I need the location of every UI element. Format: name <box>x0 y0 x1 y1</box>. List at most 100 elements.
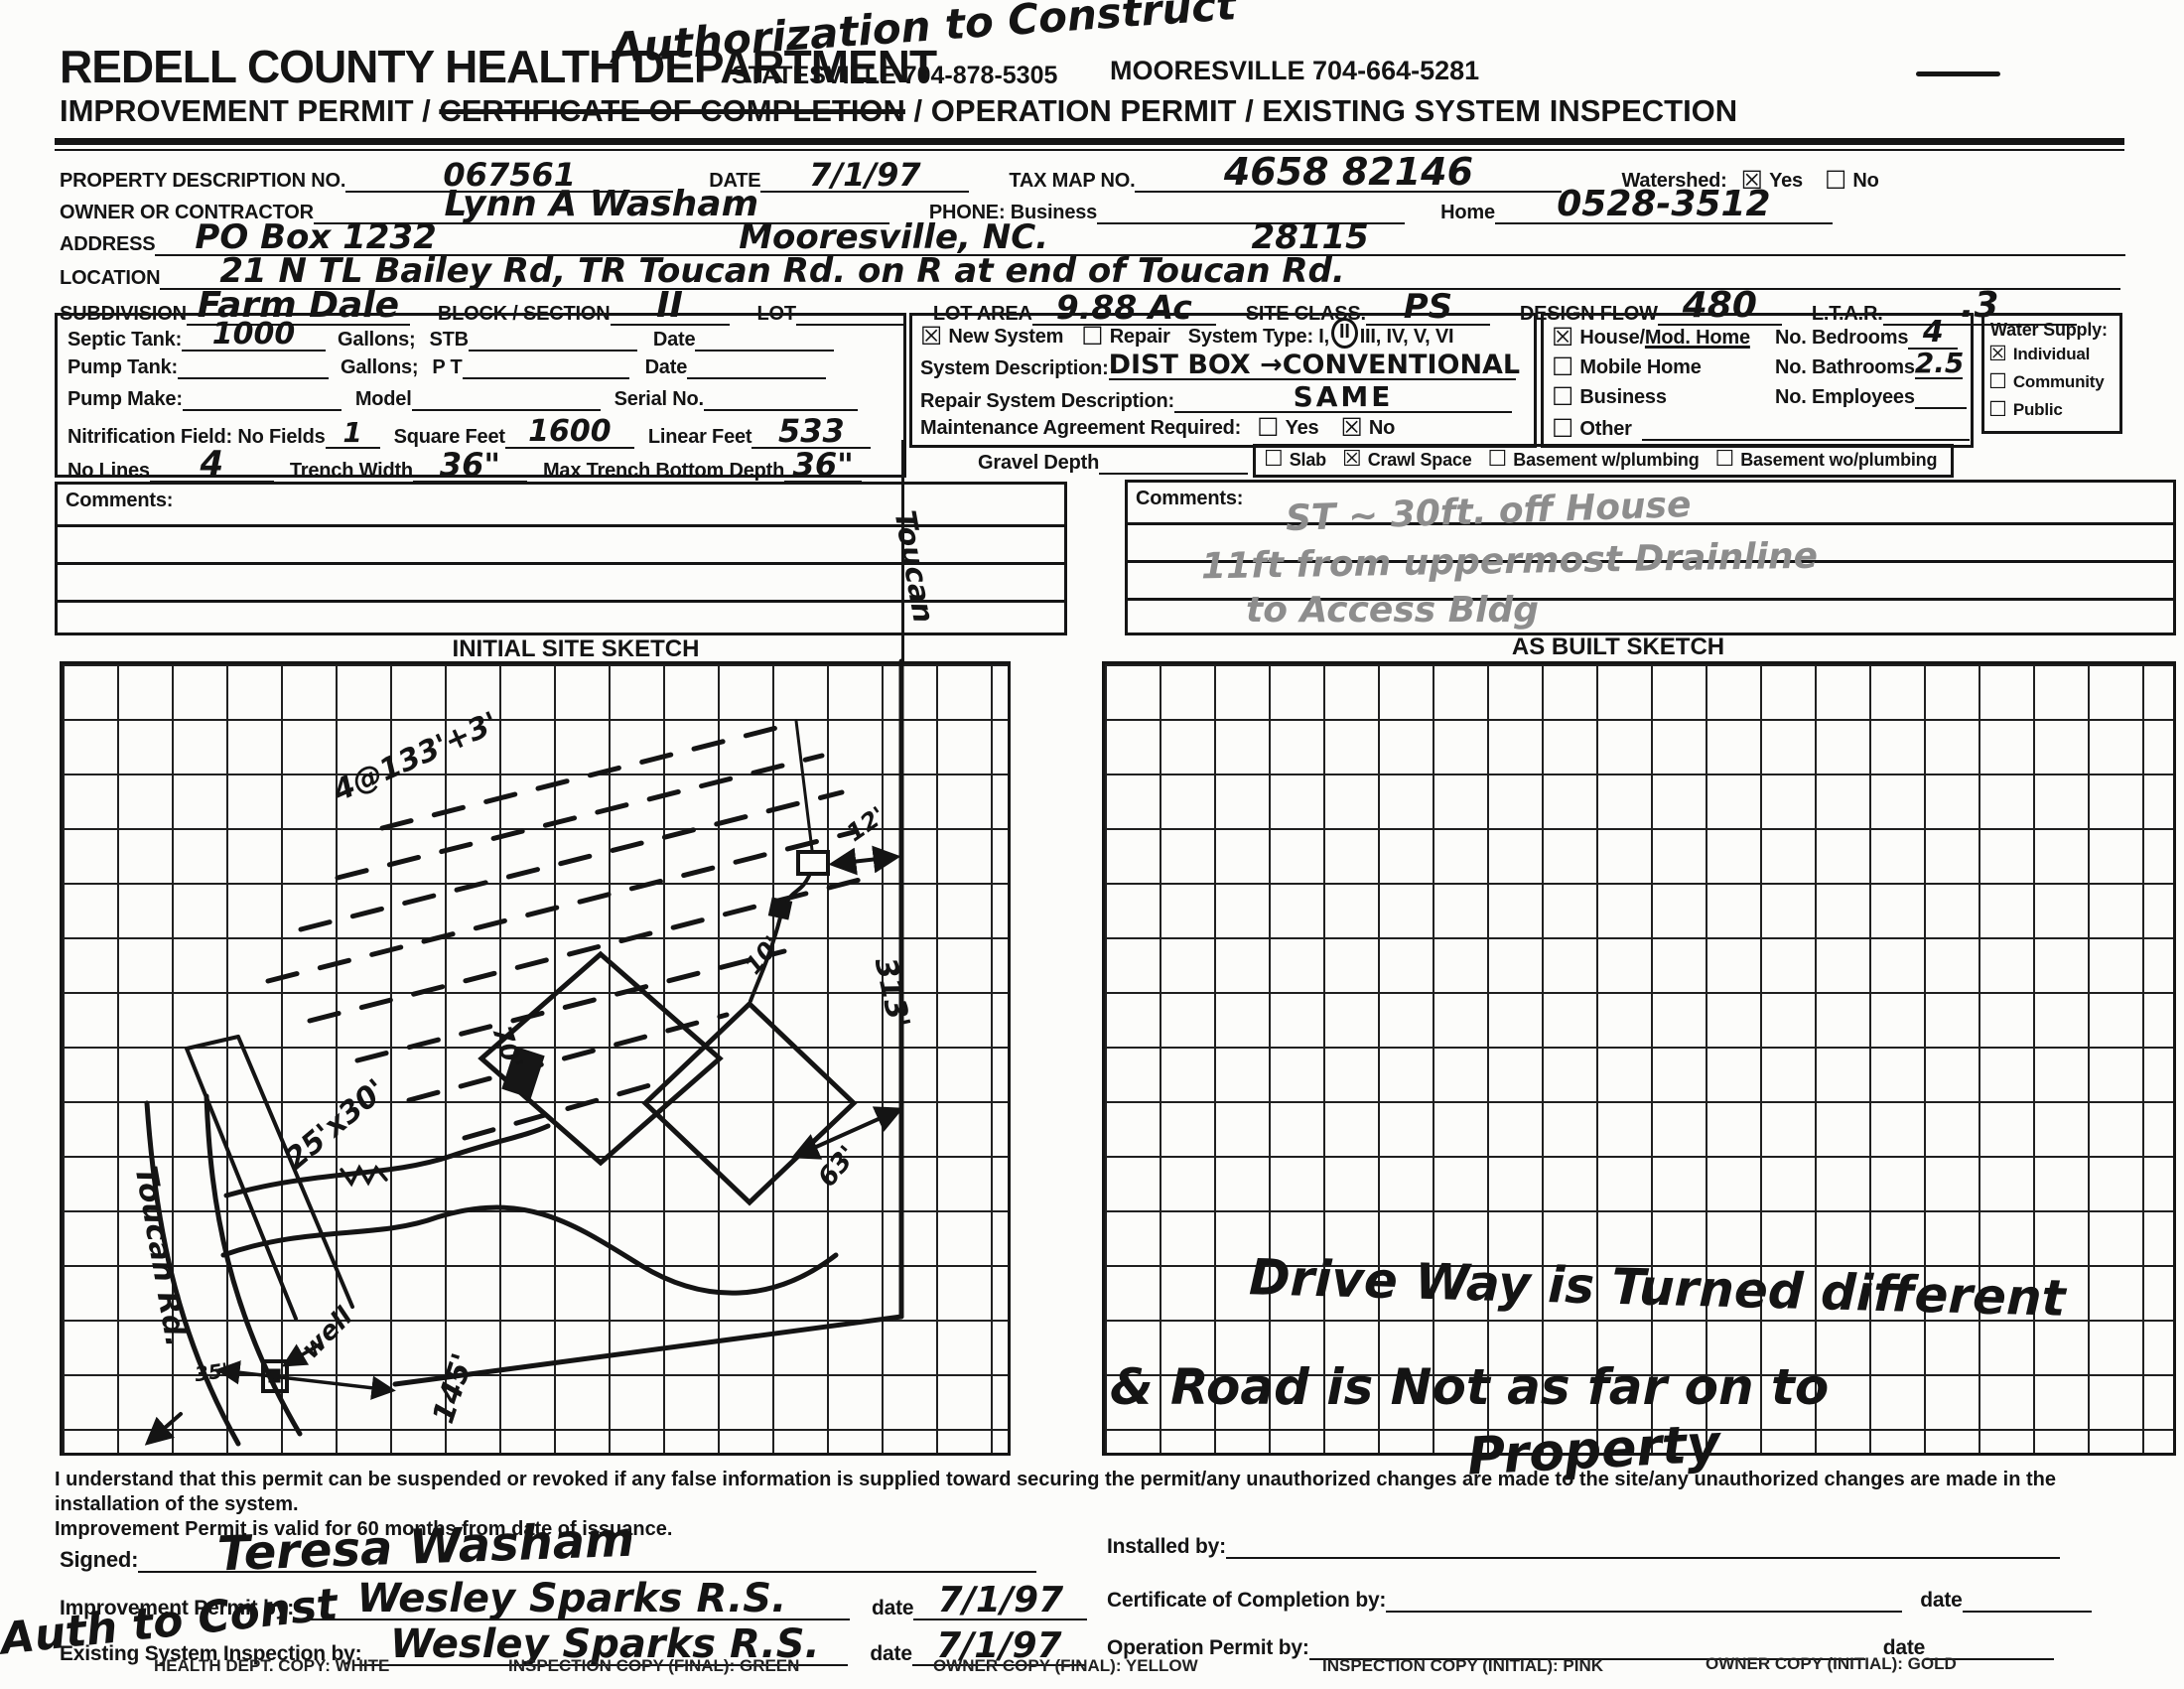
maintenance-label: Maintenance Agreement Required: <box>920 417 1242 439</box>
location-label: LOCATION <box>60 267 161 289</box>
system-description-field: DIST BOX →CONVENTIONAL <box>1108 350 1521 380</box>
square-feet-label: Square Feet <box>393 426 505 448</box>
tax-map-field: 4658 82146 <box>1135 153 1563 193</box>
row-address: ADDRESS PO Box 1232 Mooresville, NC. 281… <box>60 220 2126 256</box>
comment-line-3: to Access Bldg <box>1246 590 1540 631</box>
date-label: DATE <box>709 170 761 192</box>
row-water-community: ☐ Community <box>1988 371 2105 392</box>
owner-label: OWNER OR CONTRACTOR <box>60 202 314 223</box>
row-location: LOCATION 21 N TL Bailey Rd, TR Toucan Rd… <box>60 254 2121 290</box>
stb-date-field <box>695 324 835 352</box>
supply-line-1 <box>786 872 812 902</box>
business-checkbox: ☐ <box>1552 382 1574 411</box>
copy-note-owner-final: OWNER COPY (FINAL): YELLOW <box>933 1656 1198 1675</box>
signed-label: Signed: <box>60 1547 139 1572</box>
pump-tank-label: Pump Tank: <box>68 356 178 378</box>
mobile-home-checkbox: ☐ <box>1552 352 1574 381</box>
subtitle-struck-part: CERTIFICATE OF COMPLETION <box>439 93 905 128</box>
inspector-signature-2: Wesley Sparks R.S. <box>390 1621 820 1667</box>
row-mobile-home: ☐ Mobile Home No. Bathrooms 2.5 <box>1552 347 1965 381</box>
row-system-type: ☒ New System ☐ Repair System Type: I, II… <box>920 318 1454 351</box>
ruled-line <box>58 524 1064 527</box>
legal-line-2: Improvement Permit is valid for 60 month… <box>55 1518 673 1540</box>
slab-label: Slab <box>1289 450 1326 470</box>
ruled-line <box>1128 560 2173 563</box>
business-label: Business <box>1579 386 1667 408</box>
distribution-box <box>796 850 830 876</box>
address-label: ADDRESS <box>60 233 156 255</box>
asbuilt-note-2: & Road is Not as far on to <box>1110 1358 1830 1416</box>
property-number-label: PROPERTY DESCRIPTION NO. <box>60 170 346 192</box>
driveway-lower <box>220 1204 839 1296</box>
community-checkbox: ☐ <box>1988 369 2007 393</box>
certificate-by-label: Certificate of Completion by: <box>1107 1589 1387 1612</box>
phone-business-label: PHONE: Business <box>928 202 1098 223</box>
road-edge-outer <box>144 1100 241 1447</box>
septic-tank-label: Septic Tank: <box>68 329 183 351</box>
nitrification-label: Nitrification Field: No Fields <box>68 426 326 448</box>
operation-date-field <box>1925 1632 2055 1660</box>
employees-label: No. Employees <box>1775 386 1915 408</box>
existing-date-label: date <box>870 1642 912 1665</box>
block-section-field: II <box>610 288 730 326</box>
row-property: PROPERTY DESCRIPTION NO. 067561 DATE 7/1… <box>60 153 1879 193</box>
pt-field <box>462 352 629 379</box>
ruled-line <box>58 562 1064 565</box>
pt-date-field <box>687 352 827 379</box>
pump-make-label: Pump Make: <box>68 388 183 410</box>
operation-date-label: date <box>1882 1636 1926 1659</box>
watershed-label: Watershed: <box>1621 170 1727 192</box>
gravel-depth-label: Gravel Depth <box>978 452 1100 474</box>
basement-wo-plumbing-label: Basement wo/plumbing <box>1740 450 1938 470</box>
statesville-phone: STATESVILLE 704-878-5305 <box>732 62 1058 89</box>
bathrooms-field: 2.5 <box>1914 347 1965 379</box>
improvement-permit-signature-field: Wesley Sparks R.S. <box>294 1579 850 1620</box>
initial-sketch-title: INITIAL SITE SKETCH <box>452 635 700 662</box>
linear-feet-label: Linear Feet <box>647 426 752 448</box>
row-maintenance: Maintenance Agreement Required: ☐ Yes ☒ … <box>920 415 1395 440</box>
system-type-rest: III, IV, V, VI <box>1359 326 1454 348</box>
asbuilt-sketch-title: AS BUILT SKETCH <box>1511 633 1725 660</box>
no-lines-label: No Lines <box>68 460 150 482</box>
subtitle-part-1: IMPROVEMENT PERMIT / <box>60 93 440 128</box>
bathrooms-label: No. Bathrooms <box>1775 356 1915 378</box>
divider-rule-thin <box>55 149 2124 151</box>
copy-note-inspection-initial: INSPECTION COPY (INITIAL): PINK <box>1322 1656 1604 1675</box>
installed-by-field <box>1225 1531 2060 1559</box>
repair-checkbox: ☐ <box>1081 322 1104 351</box>
existing-date-field: 7/1/97 <box>911 1628 1086 1666</box>
maintenance-yes-label: Yes <box>1285 417 1319 439</box>
legal-text: I understand that this permit can be sus… <box>55 1468 2134 1542</box>
new-system-label: New System <box>948 326 1064 348</box>
system-type-label: System Type: I, <box>1187 326 1329 348</box>
certificate-by-field <box>1386 1585 1903 1613</box>
supply-line-2 <box>749 915 782 1003</box>
new-system-checkbox: ☒ <box>920 322 943 351</box>
septic-tank-field: 1000 <box>182 320 327 352</box>
model-field <box>411 383 601 411</box>
subdivision-field: Farm Dale <box>186 288 410 326</box>
row-foundation: ☐ Slab ☒ Crawl Space ☐ Basement w/plumbi… <box>1264 449 1937 471</box>
legal-line-1: I understand that this permit can be sus… <box>55 1469 2056 1515</box>
other-label: Other <box>1579 418 1632 440</box>
crawl-space-checkbox: ☒ <box>1341 447 1362 472</box>
comments-box-left: Comments: <box>55 482 1067 635</box>
design-flow-field: 480 <box>1657 288 1782 326</box>
row-system-description: System Description: DIST BOX →CONVENTION… <box>920 350 1521 380</box>
house-checkbox: ☒ <box>1552 323 1574 352</box>
system-details-box: ☒ New System ☐ Repair System Type: I, II… <box>909 313 1537 448</box>
row-water-public: ☐ Public <box>1988 399 2063 420</box>
address-field: PO Box 1232 Mooresville, NC. 28115 <box>155 220 2126 256</box>
community-label: Community <box>2012 372 2105 391</box>
model-label: Model <box>354 388 412 410</box>
row-gravel-depth: Gravel Depth <box>978 447 1249 475</box>
maintenance-no-checkbox: ☒ <box>1340 413 1363 442</box>
public-checkbox: ☐ <box>1988 397 2007 421</box>
maintenance-no-label: No <box>1368 417 1396 439</box>
ruled-line <box>58 600 1064 603</box>
row-certificate: Certificate of Completion by: date <box>1107 1585 2092 1613</box>
pump-tank-field <box>177 352 329 379</box>
gallons-label-2: Gallons; <box>340 356 419 378</box>
row-septic-tank: Septic Tank: 1000 Gallons; STB Date <box>68 320 835 352</box>
